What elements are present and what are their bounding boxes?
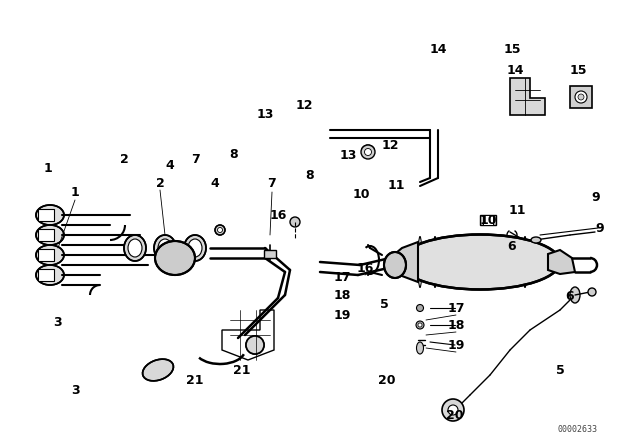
Text: 18: 18 bbox=[447, 319, 465, 332]
Text: 3: 3 bbox=[70, 383, 79, 396]
Ellipse shape bbox=[442, 399, 464, 421]
Ellipse shape bbox=[128, 239, 142, 257]
Ellipse shape bbox=[418, 323, 422, 327]
Text: 10: 10 bbox=[479, 214, 497, 227]
Text: 3: 3 bbox=[53, 316, 62, 329]
Ellipse shape bbox=[184, 235, 206, 261]
Bar bbox=[38, 209, 54, 221]
Text: 13: 13 bbox=[339, 148, 356, 161]
Text: 10: 10 bbox=[353, 188, 371, 202]
Circle shape bbox=[290, 217, 300, 227]
Text: 6: 6 bbox=[508, 240, 516, 253]
Text: 21: 21 bbox=[186, 374, 204, 388]
Ellipse shape bbox=[155, 241, 195, 275]
Ellipse shape bbox=[36, 265, 64, 285]
Text: 7: 7 bbox=[268, 177, 276, 190]
Polygon shape bbox=[548, 250, 575, 274]
Polygon shape bbox=[510, 78, 545, 115]
Text: 17: 17 bbox=[333, 271, 351, 284]
Text: 15: 15 bbox=[569, 64, 587, 77]
Ellipse shape bbox=[578, 94, 584, 100]
Text: 9: 9 bbox=[591, 190, 600, 204]
Ellipse shape bbox=[36, 245, 64, 265]
Ellipse shape bbox=[400, 234, 560, 289]
Bar bbox=[38, 269, 54, 281]
Text: 14: 14 bbox=[506, 64, 524, 77]
Text: 11: 11 bbox=[508, 203, 525, 216]
Bar bbox=[264, 250, 276, 258]
Ellipse shape bbox=[365, 148, 371, 155]
Text: 12: 12 bbox=[295, 99, 313, 112]
Text: 20: 20 bbox=[446, 409, 464, 422]
Text: 16: 16 bbox=[356, 262, 374, 275]
Text: 19: 19 bbox=[333, 309, 351, 323]
Ellipse shape bbox=[215, 225, 225, 235]
Text: 7: 7 bbox=[191, 152, 200, 166]
Ellipse shape bbox=[36, 225, 64, 245]
Text: 17: 17 bbox=[447, 302, 465, 314]
Text: 5: 5 bbox=[380, 298, 388, 311]
Bar bbox=[38, 229, 54, 241]
Ellipse shape bbox=[417, 305, 424, 311]
Ellipse shape bbox=[246, 336, 264, 354]
Text: 13: 13 bbox=[257, 108, 275, 121]
Text: 2: 2 bbox=[156, 177, 164, 190]
Ellipse shape bbox=[531, 237, 541, 243]
Ellipse shape bbox=[124, 235, 146, 261]
Ellipse shape bbox=[154, 235, 176, 261]
Text: 15: 15 bbox=[503, 43, 521, 56]
Text: 6: 6 bbox=[566, 289, 574, 302]
Text: 00002633: 00002633 bbox=[558, 425, 598, 434]
Ellipse shape bbox=[143, 359, 173, 381]
Ellipse shape bbox=[36, 205, 64, 225]
Text: 16: 16 bbox=[269, 208, 287, 222]
Bar bbox=[570, 86, 592, 108]
Polygon shape bbox=[390, 242, 418, 282]
Text: 2: 2 bbox=[120, 152, 129, 166]
Text: 12: 12 bbox=[381, 138, 399, 151]
Bar bbox=[38, 249, 54, 261]
Text: 1: 1 bbox=[70, 185, 79, 198]
Text: 1: 1 bbox=[44, 161, 52, 175]
Text: 4: 4 bbox=[211, 177, 220, 190]
Ellipse shape bbox=[575, 91, 587, 103]
Bar bbox=[483, 215, 493, 225]
Ellipse shape bbox=[570, 287, 580, 303]
Ellipse shape bbox=[416, 321, 424, 329]
Text: 14: 14 bbox=[429, 43, 447, 56]
Text: 11: 11 bbox=[388, 179, 406, 193]
Ellipse shape bbox=[188, 239, 202, 257]
Ellipse shape bbox=[588, 288, 596, 296]
Ellipse shape bbox=[448, 405, 458, 415]
Text: 18: 18 bbox=[333, 289, 351, 302]
Text: 19: 19 bbox=[447, 339, 465, 352]
Text: 4: 4 bbox=[165, 159, 174, 172]
Ellipse shape bbox=[218, 228, 223, 233]
Ellipse shape bbox=[158, 239, 172, 257]
Text: 20: 20 bbox=[378, 374, 396, 388]
Bar bbox=[480, 215, 496, 225]
Text: 9: 9 bbox=[596, 221, 604, 234]
Text: 5: 5 bbox=[556, 363, 564, 376]
Text: 8: 8 bbox=[306, 168, 314, 181]
Text: 8: 8 bbox=[229, 148, 238, 161]
Text: 21: 21 bbox=[233, 363, 251, 376]
Ellipse shape bbox=[417, 342, 424, 354]
Ellipse shape bbox=[384, 252, 406, 278]
Ellipse shape bbox=[361, 145, 375, 159]
